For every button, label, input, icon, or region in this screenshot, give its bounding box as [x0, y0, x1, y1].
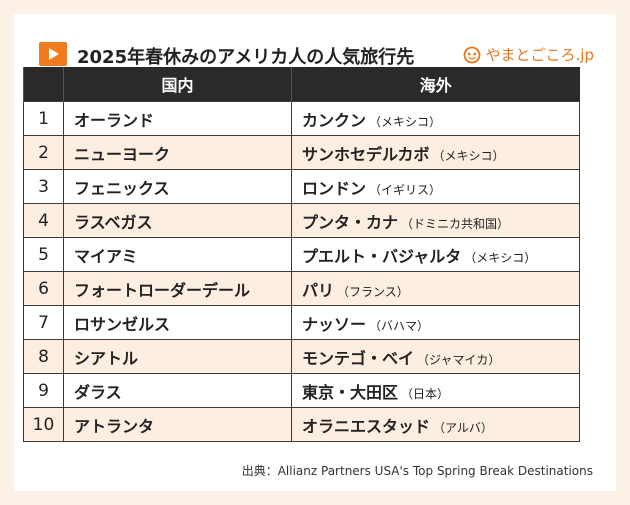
domestic-cell: ニューヨーク: [63, 135, 292, 170]
table-row: 2 ニューヨーク サンホセデルカボ （メキシコ）: [23, 135, 580, 170]
overseas-city: ナッソー: [302, 314, 367, 334]
table-row: 3 フェニックス ロンドン （イギリス）: [23, 169, 580, 204]
play-icon: [39, 42, 67, 66]
overseas-cell: プエルト・バジャルタ （メキシコ）: [291, 237, 580, 272]
overseas-cell: プンタ・カナ （ドミニカ共和国）: [291, 203, 580, 238]
page-title: 2025年春休みのアメリカ人の人気旅行先: [77, 47, 415, 68]
table-row: 1 オーランド カンクン （メキシコ）: [23, 101, 580, 136]
rank-cell: 1: [23, 101, 64, 136]
header: 2025年春休みのアメリカ人の人気旅行先 やまとごころ.jp: [39, 38, 594, 74]
table-header-row: 国内 海外: [23, 67, 580, 102]
overseas-country: （イギリス）: [369, 182, 442, 197]
ranking-table: 国内 海外 1 オーランド カンクン （メキシコ） 2 ニューヨーク サンホセデルカボ （メキ…: [23, 67, 580, 442]
brand-logo-icon: [463, 46, 480, 63]
rank-cell: 6: [23, 271, 64, 306]
overseas-city: カンクン: [302, 110, 367, 130]
rank-cell: 7: [23, 305, 64, 340]
overseas-cell: ナッソー （バハマ）: [291, 305, 580, 340]
table-row: 8 シアトル モンテゴ・ベイ （ジャマイカ）: [23, 339, 580, 374]
overseas-city: オラニエスタッド: [302, 416, 431, 436]
overseas-country: （バハマ）: [369, 318, 430, 333]
overseas-city: プエルト・バジャルタ: [302, 246, 462, 266]
domestic-cell: フォートローダーデール: [63, 271, 292, 306]
rank-cell: 3: [23, 169, 64, 204]
domestic-cell: ダラス: [63, 373, 292, 408]
table-row: 9 ダラス 東京・大田区 （日本）: [23, 373, 580, 408]
domestic-cell: アトランタ: [63, 407, 292, 442]
overseas-cell: 東京・大田区 （日本）: [291, 373, 580, 408]
table-row: 6 フォートローダーデール パリ （フランス）: [23, 271, 580, 306]
overseas-country: （ジャマイカ）: [417, 352, 501, 367]
domestic-cell: ロサンゼルス: [63, 305, 292, 340]
table-row: 7 ロサンゼルス ナッソー （バハマ）: [23, 305, 580, 340]
overseas-country: （日本）: [401, 386, 450, 401]
rank-header: [23, 67, 64, 102]
source-note: 出典：Allianz Partners USA's Top Spring Bre…: [241, 464, 593, 478]
domestic-cell: マイアミ: [63, 237, 292, 272]
overseas-cell: サンホセデルカボ （メキシコ）: [291, 135, 580, 170]
overseas-cell: カンクン （メキシコ）: [291, 101, 580, 136]
rank-cell: 4: [23, 203, 64, 238]
domestic-cell: オーランド: [63, 101, 292, 136]
rank-cell: 2: [23, 135, 64, 170]
overseas-country: （メキシコ）: [464, 250, 537, 265]
overseas-country: （メキシコ）: [369, 114, 442, 129]
overseas-city: パリ: [302, 280, 335, 300]
overseas-city: ロンドン: [302, 178, 367, 198]
overseas-country: （メキシコ）: [432, 148, 505, 163]
overseas-city: サンホセデルカボ: [302, 144, 430, 164]
domestic-cell: フェニックス: [63, 169, 292, 204]
rank-cell: 5: [23, 237, 64, 272]
overseas-country: （アルバ）: [433, 420, 493, 435]
domestic-header: 国内: [63, 67, 292, 102]
rank-cell: 9: [23, 373, 64, 408]
table-row: 10 アトランタ オラニエスタッド （アルバ）: [23, 407, 580, 442]
overseas-cell: パリ （フランス）: [291, 271, 580, 306]
overseas-city: モンテゴ・ベイ: [302, 348, 415, 368]
overseas-cell: オラニエスタッド （アルバ）: [291, 407, 580, 442]
overseas-header: 海外: [291, 67, 580, 102]
brand-name: やまとごころ.jp: [485, 46, 594, 64]
domestic-cell: ラスベガス: [63, 203, 292, 238]
overseas-city: 東京・大田区: [302, 382, 399, 402]
rank-cell: 8: [23, 339, 64, 374]
overseas-cell: ロンドン （イギリス）: [291, 169, 580, 204]
brand[interactable]: やまとごころ.jp: [463, 44, 594, 65]
table-row: 5 マイアミ プエルト・バジャルタ （メキシコ）: [23, 237, 580, 272]
domestic-cell: シアトル: [63, 339, 292, 374]
table-row: 4 ラスベガス プンタ・カナ （ドミニカ共和国）: [23, 203, 580, 238]
overseas-cell: モンテゴ・ベイ （ジャマイカ）: [291, 339, 580, 374]
overseas-city: プンタ・カナ: [302, 212, 399, 232]
overseas-country: （ドミニカ共和国）: [401, 216, 510, 231]
rank-cell: 10: [23, 407, 64, 442]
overseas-country: （フランス）: [337, 284, 409, 299]
